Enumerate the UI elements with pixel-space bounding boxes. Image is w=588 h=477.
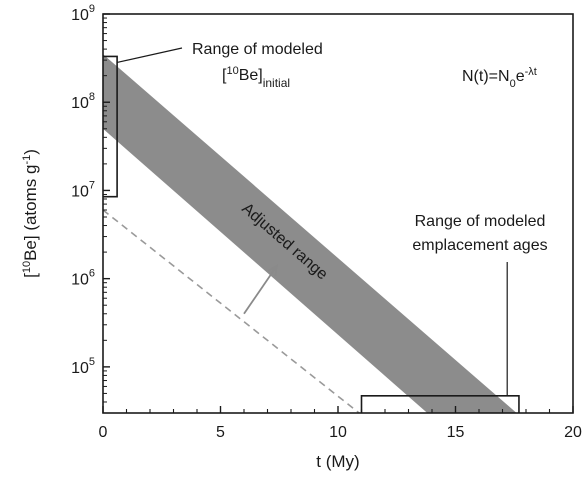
initial-label-sub: initial — [263, 76, 290, 90]
y-axis-title-sup: 10 — [21, 261, 33, 273]
x-tick-label: 20 — [564, 424, 582, 441]
initial-range-leader — [116, 47, 183, 64]
y-axis-title: [10Be] (atoms g-1) — [21, 149, 40, 278]
adjustment-arrow-shaft — [243, 265, 278, 315]
emplacement-age-box — [360, 394, 520, 413]
y-tick-label: 108 — [71, 91, 95, 112]
y-tick-base: 10 — [71, 95, 89, 112]
initial-range-bracket — [103, 55, 118, 198]
age-range-label-line1: Range of modeled — [415, 213, 546, 230]
band-layer — [102, 47, 520, 414]
y-axis-title-sup2: -1 — [21, 155, 33, 165]
y-tick-exponent: 6 — [89, 268, 95, 280]
equation-mid: e — [516, 68, 525, 85]
equation-sub: 0 — [510, 78, 516, 90]
y-axis-title-mid: Be] (atoms g — [21, 165, 40, 261]
y-tick-label: 106 — [71, 268, 95, 289]
y-tick-label: 105 — [71, 356, 95, 377]
equation-sup: -λt — [525, 66, 537, 78]
y-axis-title-pre: [ — [21, 273, 40, 278]
age-range-label-line2: emplacement ages — [412, 237, 547, 254]
y-tick-base: 10 — [71, 7, 89, 24]
y-tick-exponent: 5 — [89, 356, 95, 368]
y-tick-label: 109 — [71, 3, 95, 24]
y-tick-base: 10 — [71, 272, 89, 289]
x-tick-label: 15 — [447, 424, 465, 441]
y-tick-exponent: 8 — [89, 91, 95, 103]
x-tick-label: 10 — [329, 424, 347, 441]
equation-pre: N(t)=N — [462, 68, 510, 85]
x-tick-label: 5 — [216, 424, 225, 441]
unadjusted-dashed-line — [102, 209, 360, 414]
plot-frame — [102, 13, 574, 414]
x-tick-label: 0 — [99, 424, 108, 441]
initial-label-pre: [ — [222, 67, 227, 84]
y-tick-exponent: 7 — [89, 179, 95, 191]
y-tick-exponent: 9 — [89, 3, 95, 15]
y-tick-label: 107 — [71, 179, 95, 200]
initial-range-label-line2: [10Be]initial — [222, 65, 290, 90]
y-axis-title-post: ) — [21, 149, 40, 155]
x-axis-title: t (My) — [316, 452, 359, 471]
initial-label-sup: 10 — [226, 65, 238, 77]
y-tick-base: 10 — [71, 183, 89, 200]
y-tick-base: 10 — [71, 360, 89, 377]
adjustment-arrow-head — [267, 264, 279, 276]
adjusted-range-band — [103, 54, 517, 413]
decay-equation: N(t)=N0e-λt — [462, 66, 537, 90]
initial-label-mid: Be] — [239, 67, 263, 84]
initial-range-label-line1: Range of modeled — [192, 41, 323, 58]
